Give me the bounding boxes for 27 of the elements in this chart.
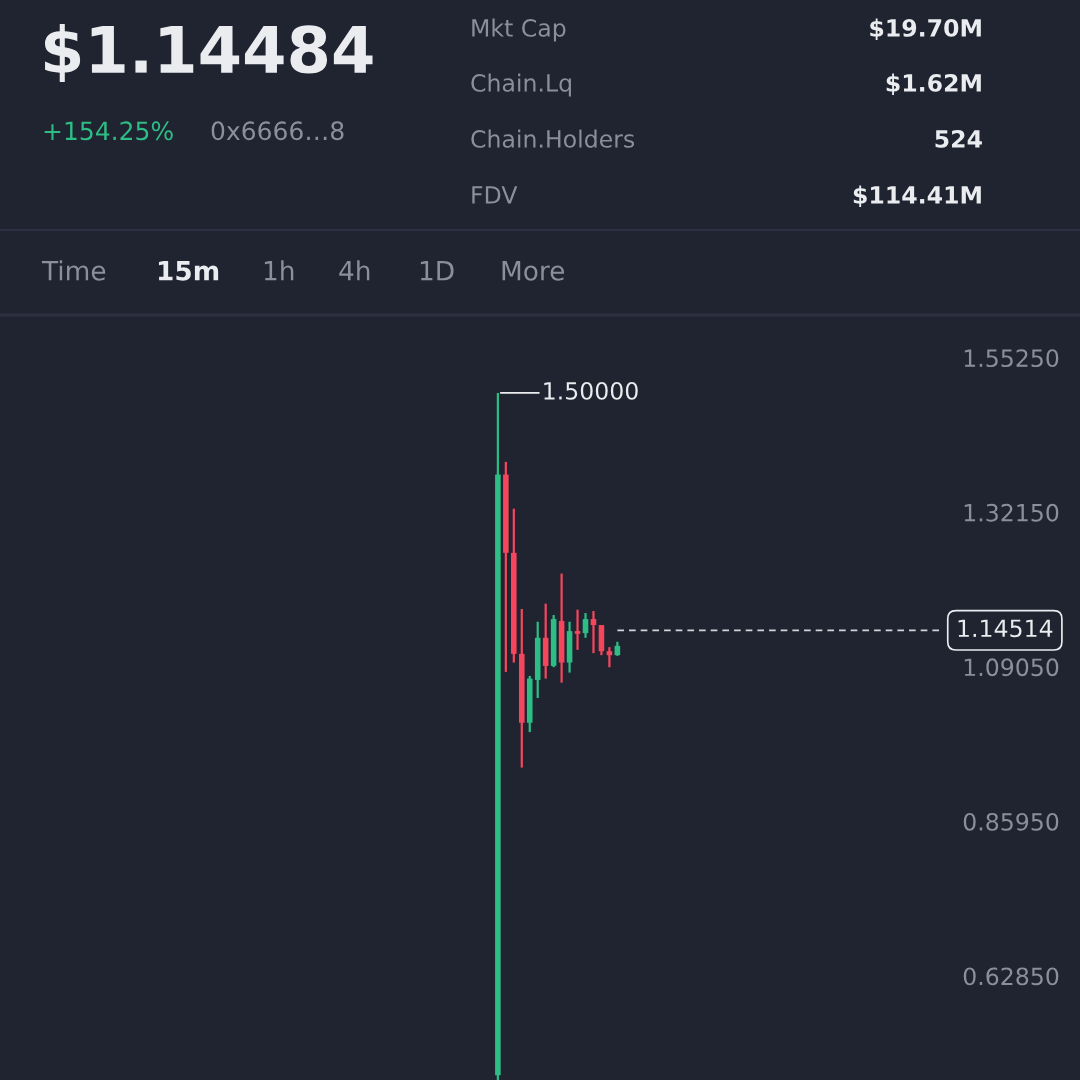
text: 1D bbox=[420, 261, 454, 281]
y-tick-label: 1.32150 bbox=[964, 503, 1059, 522]
text: FDV bbox=[472, 186, 518, 204]
text: Mkt Cap bbox=[472, 18, 566, 42]
text: 4h bbox=[339, 260, 370, 281]
annotation: 1.50000 bbox=[544, 381, 638, 400]
text: 1h bbox=[264, 260, 294, 281]
text: 0x6666…8 bbox=[211, 121, 344, 141]
text: 15m bbox=[158, 261, 219, 281]
y-tick-label: 0.62850 bbox=[963, 967, 1059, 986]
text: Chain.Lq bbox=[471, 73, 571, 97]
candlestick bbox=[582, 611, 589, 639]
text: $114.41M bbox=[853, 185, 981, 207]
text: $1.62M bbox=[886, 73, 981, 95]
y-tick-label: 1.55250 bbox=[964, 349, 1059, 368]
chart-title: $1.14484 bbox=[44, 24, 373, 83]
y-tick-label: 1.09050 bbox=[964, 658, 1059, 677]
candlestick bbox=[606, 646, 613, 669]
text: $19.70M bbox=[870, 18, 981, 40]
text: Chain.Holders bbox=[471, 129, 635, 148]
text: 524 bbox=[935, 129, 982, 148]
text: Time bbox=[41, 260, 106, 281]
ref-line-label: 1.14514 bbox=[958, 619, 1053, 638]
y-tick-label: 0.85950 bbox=[963, 812, 1059, 831]
candlestick bbox=[574, 608, 581, 651]
text: More bbox=[502, 261, 564, 281]
chart-subtitle: +154.25% bbox=[44, 121, 173, 141]
